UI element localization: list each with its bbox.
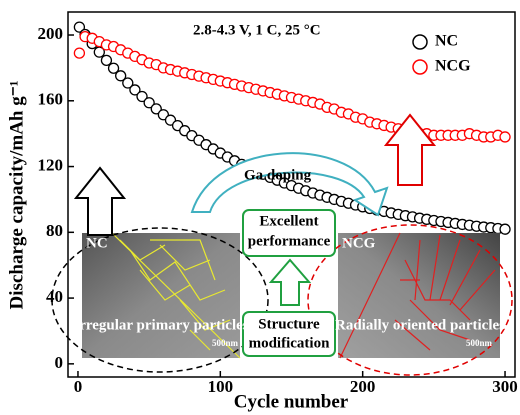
conditions: 2.8-4.3 V, 1 C, 25 °C xyxy=(193,22,321,38)
y-tick-label: 80 xyxy=(46,221,63,240)
arrow xyxy=(73,166,127,236)
arrow xyxy=(268,258,312,306)
scale-bar: 500nm xyxy=(466,338,493,348)
data-point xyxy=(107,62,120,74)
y-tick-label: 200 xyxy=(38,24,64,43)
dashed-circle xyxy=(307,224,513,376)
grain-boundaries xyxy=(111,232,241,359)
x-tick-label: 200 xyxy=(350,377,376,396)
plot-area xyxy=(73,21,511,235)
data-point xyxy=(122,77,134,89)
scale-bar: 500nm xyxy=(212,338,239,348)
annotation: Ga doping xyxy=(244,167,312,183)
inset-label: NCG xyxy=(342,235,376,251)
data-point xyxy=(499,131,511,143)
arrow xyxy=(383,113,437,186)
data-point xyxy=(73,21,86,33)
data-point xyxy=(73,47,86,59)
legend: NC NCG xyxy=(412,33,471,75)
data-point xyxy=(129,84,141,96)
x-tick-label: 300 xyxy=(492,377,518,396)
y-tick-label: 40 xyxy=(46,287,63,306)
y-axis-label: Discharge capacity/mAh g⁻¹ xyxy=(6,81,27,310)
box xyxy=(242,311,336,357)
y-tick-label: 120 xyxy=(38,155,64,174)
overlay: 2.8-4.3 V, 1 C, 25 °C Ga doping Excellen… xyxy=(51,22,513,376)
curved-arrow xyxy=(190,152,389,217)
dashed-circle xyxy=(51,227,269,373)
y-tick-label: 0 xyxy=(55,353,64,372)
x-tick-label: 100 xyxy=(208,377,234,396)
box xyxy=(242,209,336,257)
inset-label: NC xyxy=(86,235,108,251)
annotation: performance xyxy=(248,233,331,249)
legend-label: NCG xyxy=(435,58,471,75)
data-point xyxy=(100,54,113,66)
inset-caption: Radially oriented particles xyxy=(335,317,505,333)
data-point xyxy=(150,103,162,115)
annotation: modification xyxy=(249,335,330,351)
grain-boundaries xyxy=(339,232,496,359)
inset-caption: Irregular primary particles xyxy=(73,317,248,333)
annotation: Structure xyxy=(258,316,320,332)
y-tick-label: 160 xyxy=(38,90,64,109)
x-axis-label: Cycle number xyxy=(234,391,349,412)
data-point xyxy=(136,90,148,103)
x-tick-label: 0 xyxy=(74,377,83,396)
legend-marker xyxy=(412,59,428,75)
legend-marker xyxy=(412,34,428,50)
axes-frame xyxy=(67,11,516,378)
legend-label: NC xyxy=(435,33,458,50)
annotation: Excellent xyxy=(259,213,318,229)
data-point xyxy=(115,70,127,82)
data-point xyxy=(499,223,511,235)
data-point xyxy=(143,97,155,109)
